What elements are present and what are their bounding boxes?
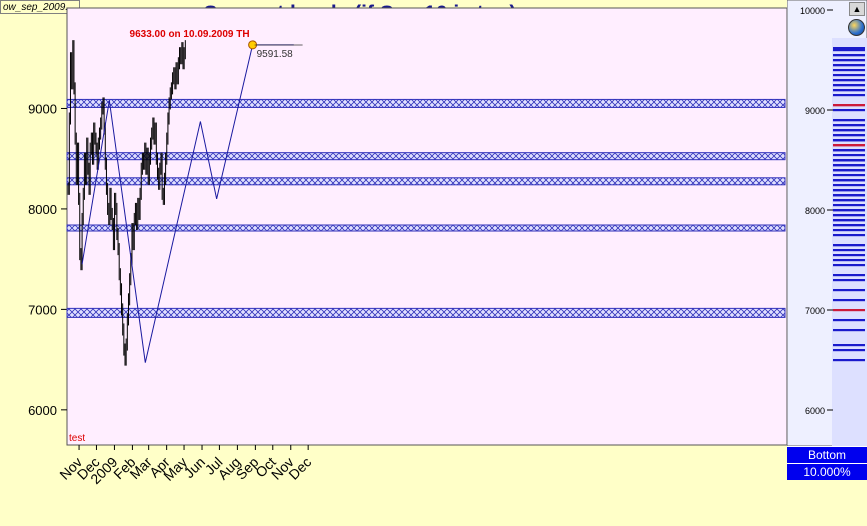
side-histogram-bar — [833, 69, 865, 72]
side-histogram-bar — [833, 244, 865, 247]
top-annotation: 9633.00 on 10.09.2009 TH — [130, 29, 250, 40]
side-tick-label: 7000 — [805, 306, 825, 316]
side-histogram-bar — [833, 139, 865, 142]
side-histogram-bar — [833, 299, 865, 302]
side-histogram: 10000 9000 8000 7000 6000 — [787, 0, 867, 447]
side-histogram-bar — [833, 359, 865, 362]
side-histogram-bar — [833, 154, 865, 157]
side-histogram-bar — [833, 274, 865, 277]
side-histogram-bar — [833, 89, 865, 92]
side-histogram-bar — [833, 279, 865, 282]
side-histogram-bar — [833, 179, 865, 182]
side-histogram-bar — [833, 84, 865, 87]
side-histogram-bar — [833, 49, 865, 52]
support-band — [66, 98, 786, 108]
side-histogram-area — [832, 38, 867, 446]
side-histogram-bar — [833, 329, 865, 332]
side-histogram-bar — [833, 47, 865, 50]
side-histogram-bar — [833, 204, 865, 207]
side-histogram-bar — [833, 74, 865, 77]
y-tick-label: 6000 — [28, 403, 57, 418]
y-tick-label: 9000 — [28, 101, 57, 116]
side-histogram-bar — [833, 149, 865, 152]
support-band — [66, 152, 786, 161]
side-histogram-bar — [833, 224, 865, 227]
side-histogram-bar — [833, 169, 865, 172]
side-histogram-bar — [833, 119, 865, 122]
side-histogram-bar — [833, 184, 865, 187]
side-histogram-bar — [833, 319, 865, 322]
side-tick-label: 10000 — [800, 6, 825, 16]
side-histogram-bar — [833, 219, 865, 222]
side-histogram-bar — [833, 59, 865, 62]
side-histogram-bar — [833, 189, 865, 192]
trend-line — [81, 44, 254, 363]
y-tick-label: 7000 — [28, 302, 57, 317]
side-histogram-bar — [833, 54, 865, 57]
support-band — [66, 177, 786, 186]
side-histogram-bar — [833, 249, 865, 252]
side-histogram-bar — [833, 229, 865, 232]
side-histogram-bar — [833, 259, 865, 262]
side-histogram-bar — [833, 199, 865, 202]
side-histogram-bar — [833, 289, 865, 292]
side-histogram-bar — [833, 94, 865, 97]
y-tick-label: 8000 — [28, 202, 57, 217]
side-histogram-bar — [833, 164, 865, 167]
side-histogram-bar — [833, 309, 865, 312]
last-value-label: 9591.58 — [257, 49, 294, 60]
side-histogram-bar — [833, 79, 865, 82]
side-histogram-bar — [833, 214, 865, 217]
side-histogram-bar — [833, 344, 865, 347]
percent-label: 10.000% — [787, 463, 867, 480]
side-histogram-bar — [833, 109, 865, 112]
side-histogram-bar — [833, 264, 865, 267]
file-tab-label[interactable]: ow_sep_2009... — [0, 0, 80, 14]
side-histogram-bar — [833, 349, 865, 352]
side-histogram-bar — [833, 64, 865, 67]
side-histogram-bar — [833, 254, 865, 257]
globe-icon[interactable] — [848, 19, 865, 36]
side-histogram-bar — [833, 144, 865, 147]
main-chart: 6000700080009000NovDec2009FebMarAprMayJu… — [28, 7, 788, 487]
side-histogram-bar — [833, 134, 865, 137]
support-band — [66, 307, 786, 318]
bottom-label: Bottom — [787, 446, 867, 463]
side-tick-label: 9000 — [805, 106, 825, 116]
side-histogram-bar — [833, 159, 865, 162]
support-band — [66, 224, 786, 232]
side-tick-label: 8000 — [805, 206, 825, 216]
side-histogram-bar — [833, 174, 865, 177]
side-histogram-bar — [833, 104, 865, 107]
side-histogram-bar — [833, 234, 865, 237]
side-histogram-bar — [833, 209, 865, 212]
side-histogram-bar — [833, 129, 865, 132]
scroll-up-icon[interactable]: ▲ — [849, 2, 865, 16]
side-histogram-bar — [833, 124, 865, 127]
side-histogram-bar — [833, 194, 865, 197]
watermark-label: test — [69, 433, 85, 444]
side-tick-label: 6000 — [805, 406, 825, 416]
